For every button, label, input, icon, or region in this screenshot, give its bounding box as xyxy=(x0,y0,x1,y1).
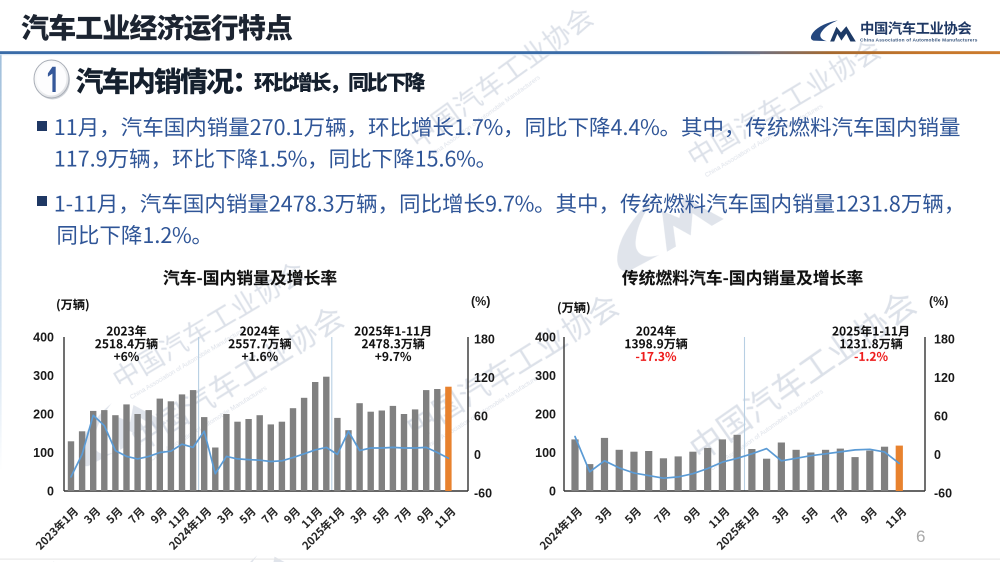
svg-text:-60: -60 xyxy=(934,487,952,501)
svg-text:120: 120 xyxy=(474,371,495,385)
svg-text:0: 0 xyxy=(934,448,941,462)
svg-text:180: 180 xyxy=(934,333,955,347)
svg-text:(%): (%) xyxy=(471,295,490,309)
svg-text:100: 100 xyxy=(33,446,54,460)
svg-text:200: 200 xyxy=(33,408,54,422)
svg-text:0: 0 xyxy=(474,448,481,462)
svg-text:(%): (%) xyxy=(929,295,948,309)
svg-text:100: 100 xyxy=(535,446,556,460)
svg-text:-60: -60 xyxy=(474,487,492,501)
svg-text:300: 300 xyxy=(33,369,54,383)
svg-text:400: 400 xyxy=(535,331,556,345)
svg-text:200: 200 xyxy=(535,408,556,422)
svg-text:180: 180 xyxy=(474,333,495,347)
svg-text:6: 6 xyxy=(916,527,925,546)
svg-text:0: 0 xyxy=(549,485,556,499)
svg-text:China Association of Automobil: China Association of Automobile Manufact… xyxy=(860,38,978,44)
svg-text:60: 60 xyxy=(934,410,948,424)
svg-text:60: 60 xyxy=(474,410,488,424)
svg-text:300: 300 xyxy=(535,369,556,383)
svg-text:120: 120 xyxy=(934,371,955,385)
svg-text:0: 0 xyxy=(47,485,54,499)
svg-text:400: 400 xyxy=(33,331,54,345)
